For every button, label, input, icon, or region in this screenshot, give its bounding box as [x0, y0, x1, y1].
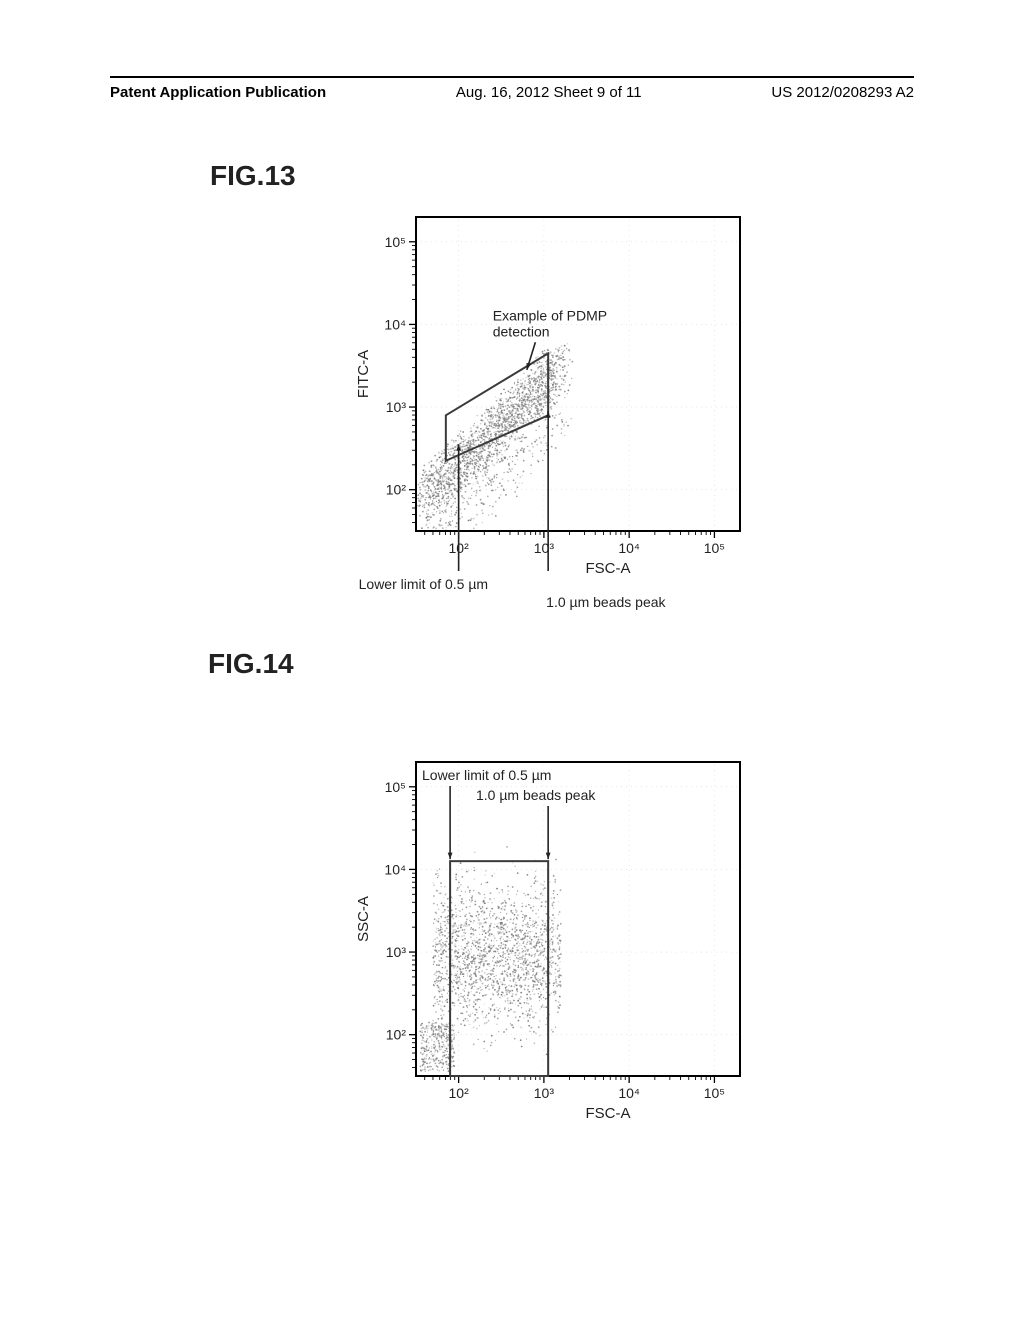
figure-13-chart: 10²10³10⁴10⁵10²10³10⁴10⁵FSC-AFITC-AExamp…	[336, 205, 756, 675]
fig13-annotation-beads-peak: 1.0 µm beads peak	[546, 594, 666, 610]
svg-text:10⁵: 10⁵	[385, 779, 406, 795]
svg-text:10⁴: 10⁴	[384, 861, 406, 877]
svg-text:10⁵: 10⁵	[704, 1085, 725, 1101]
svg-text:FITC-A: FITC-A	[355, 350, 372, 398]
svg-text:10³: 10³	[534, 1085, 555, 1101]
header-mid: Aug. 16, 2012 Sheet 9 of 11	[456, 84, 642, 101]
figure-14-chart: 10² 10³ 10⁴ 10⁵ 10² 10³ 10⁴ 10⁵ FSC-A SSC-A Lower …	[336, 750, 756, 1190]
figure-14-label: FIG.14	[208, 648, 294, 680]
svg-text:10²: 10²	[386, 482, 407, 498]
fig13-svg: 10²10³10⁴10⁵10²10³10⁴10⁵FSC-AFITC-AExamp…	[336, 205, 756, 675]
header-left: Patent Application Publication	[110, 84, 326, 101]
header-right: US 2012/0208293 A2	[771, 84, 914, 101]
svg-text:10⁵: 10⁵	[704, 540, 725, 556]
svg-text:10⁴: 10⁴	[618, 540, 640, 556]
svg-text:10³: 10³	[386, 399, 407, 415]
svg-text:10²: 10²	[449, 1085, 470, 1101]
fig13-annotation-pdmp-line1: Example of PDMP	[493, 307, 607, 323]
svg-text:10³: 10³	[386, 944, 407, 960]
fig14-svg: 10² 10³ 10⁴ 10⁵ 10² 10³ 10⁴ 10⁵ FSC-A SSC-A Lower …	[336, 750, 756, 1190]
svg-text:10⁵: 10⁵	[385, 234, 406, 250]
header-row: Patent Application Publication Aug. 16, …	[0, 78, 1024, 101]
svg-text:10³: 10³	[534, 540, 555, 556]
fig13-annotation-pdmp-line2: detection	[493, 323, 550, 339]
svg-text:SSC-A: SSC-A	[355, 896, 372, 942]
svg-text:FSC-A: FSC-A	[586, 1105, 631, 1122]
page: Patent Application Publication Aug. 16, …	[0, 0, 1024, 1320]
fig14-annotation-lower-limit: Lower limit of 0.5 µm	[422, 767, 551, 783]
figure-13-label: FIG.13	[210, 160, 296, 192]
svg-text:10⁴: 10⁴	[618, 1085, 640, 1101]
fig14-annotation-beads-peak: 1.0 µm beads peak	[476, 787, 596, 803]
page-header: Patent Application Publication Aug. 16, …	[0, 76, 1024, 101]
svg-text:10²: 10²	[386, 1027, 407, 1043]
svg-text:10⁴: 10⁴	[384, 316, 406, 332]
fig13-annotation-lower-limit: Lower limit of 0.5 µm	[359, 576, 488, 592]
svg-text:FSC-A: FSC-A	[586, 560, 631, 577]
